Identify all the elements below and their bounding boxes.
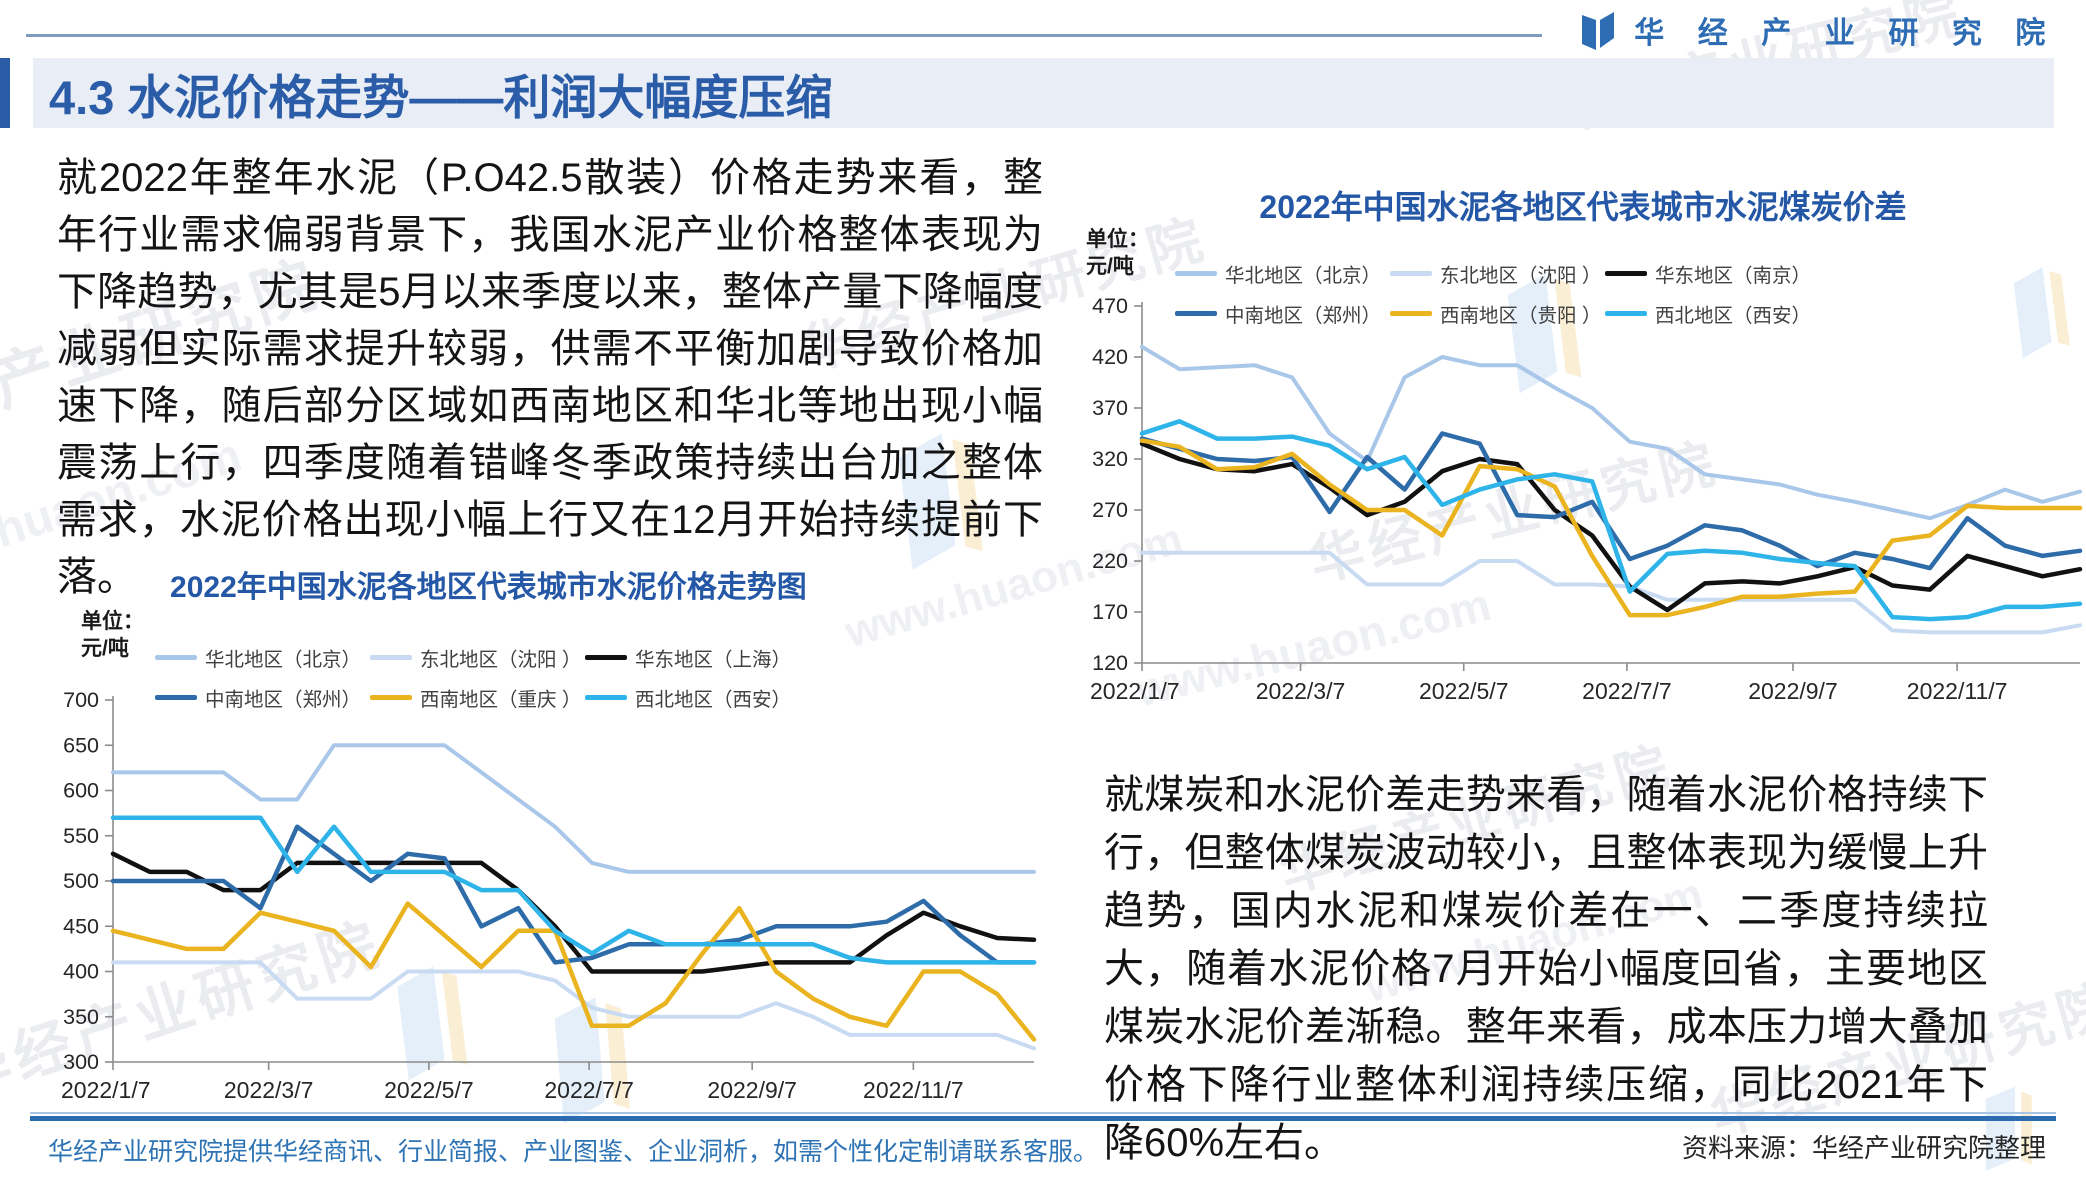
legend-item-north-china: 华北地区（北京） [1175,258,1390,288]
x-tick-label: 2022/1/7 [1090,678,1180,704]
legend-label-central-south: 中南地区（郑州） [205,688,362,711]
legend-item-central-south: 中南地区（郑州） [1175,298,1390,328]
y-tick-label: 600 [63,779,99,803]
legend-swatch-northeast [370,654,412,660]
y-tick-label: 320 [1092,447,1128,471]
cement-price-chart: 2022年中国水泥各地区代表城市水泥价格走势图 单位：元/吨 华北地区（北京） 东… [55,562,1040,1122]
legend-item-northwest: 西北地区（西安） [1605,298,1820,328]
legend-label-northeast: 东北地区（沈阳 ） [420,648,582,671]
legend-label-northeast: 东北地区（沈阳 ） [1440,264,1602,287]
footer-divider-light [30,1112,2056,1114]
legend-swatch-east-china [1605,270,1647,276]
y-tick-label: 450 [63,914,99,938]
legend-item-north-china: 华北地区（北京） [155,642,370,672]
brand-book-icon [1582,12,1615,50]
legend-swatch-southwest [370,694,412,700]
x-tick-label: 2022/11/7 [1907,678,2008,704]
y-tick-label: 420 [1092,345,1128,369]
y-tick-label: 470 [1092,298,1128,318]
chart-title: 2022年中国水泥各地区代表城市水泥价格走势图 [170,571,807,604]
line-central-south [1139,431,2083,571]
legend-swatch-northeast [1390,270,1432,276]
legend-swatch-northwest [1605,310,1647,316]
title-band: 4.3 水泥价格走势——利润大幅度压缩 [33,58,2054,128]
brand-name: 华 经 产 业 研 究 院 [1634,17,2058,50]
legend-item-southwest: 西南地区（重庆 ） [370,682,585,712]
y-tick-label: 700 [63,690,99,712]
x-tick-label: 2022/1/7 [61,1077,151,1103]
legend-swatch-central-south [155,694,197,700]
footer-divider [30,1112,2056,1121]
line-southwest [110,901,1037,1042]
y-tick-label: 370 [1092,396,1128,420]
cement-price-commentary: 就2022年整年水泥（P.O42.5散装）价格走势来看，整年行业需求偏弱背景下，… [57,156,1043,599]
x-tick-label: 2022/11/7 [863,1077,964,1103]
line-northwest [110,815,1037,965]
legend-item-northeast: 东北地区（沈阳 ） [370,642,585,672]
x-tick-label: 2022/9/7 [707,1077,797,1103]
footer-divider-dark [30,1116,2056,1121]
x-tick-label: 2022/3/7 [224,1077,314,1103]
coal-cement-spread-commentary: 就煤炭和水泥价差走势来看，随着水泥价格持续下行，但整体煤炭波动较小，且整体表现为… [1104,773,1988,1165]
legend-label-north-china: 华北地区（北京） [1225,264,1382,287]
x-tick-label: 2022/9/7 [1748,678,1838,704]
y-tick-label: 500 [63,869,99,893]
legend-label-central-south: 中南地区（郑州） [1225,304,1382,327]
y-tick-label: 120 [1092,651,1128,675]
x-tick-label: 2022/3/7 [1256,678,1346,704]
legend-swatch-southwest [1390,310,1432,316]
x-tick-label: 2022/5/7 [384,1077,474,1103]
legend-swatch-north-china [1175,270,1217,276]
axis-unit-label: 单位：元/吨 [81,610,144,660]
legend-item-southwest: 西南地区（贵阳 ） [1390,298,1605,328]
legend-label-east-china: 华东地区（上海） [635,648,792,671]
title-accent-bar [0,58,10,128]
y-tick-label: 400 [63,960,99,984]
y-tick-label: 300 [63,1050,99,1074]
line-northeast [111,960,1036,1051]
line-north-china [1140,344,2082,521]
legend-swatch-east-china [585,654,627,660]
legend-label-northwest: 西北地区（西安） [635,688,792,711]
y-tick-label: 170 [1092,600,1128,624]
legend-label-north-china: 华北地区（北京） [205,648,362,671]
y-tick-label: 220 [1092,549,1128,573]
line-north-china [111,743,1036,874]
legend-label-southwest: 西南地区（贵阳 ） [1440,304,1602,327]
legend-swatch-northwest [585,694,627,700]
legend-item-central-south: 中南地区（郑州） [155,682,370,712]
chart-legend: 华北地区（北京） 东北地区（沈阳 ） 华东地区（南京） 中南地区（郑州） 西南地区（贵阳… [1175,258,1820,328]
legend-label-east-china: 华东地区（南京） [1655,264,1812,287]
y-tick-label: 270 [1092,498,1128,522]
legend-item-northwest: 西北地区（西安） [585,682,800,712]
legend-label-northwest: 西北地区（西安） [1655,304,1812,327]
legend-item-east-china: 华东地区（上海） [585,642,800,672]
coal-cement-spread-chart: 2022年中国水泥各地区代表城市水泥煤炭价差 单位：元/吨 华北地区（北京） 东北… [1080,182,2086,727]
legend-item-east-china: 华东地区（南京） [1605,258,1820,288]
price-chart-plot: 700 650 600 550 500 450 400 350 300 2022/1/7 2022/… [61,690,1037,1103]
line-central-south [110,824,1037,965]
page-title: 4.3 水泥价格走势——利润大幅度压缩 [49,70,833,124]
x-tick-label: 2022/7/7 [544,1077,634,1103]
y-tick-label: 550 [63,824,99,848]
footer-source-text: 资料来源：华经产业研究院整理 [1681,1133,2046,1163]
y-tick-label: 650 [63,733,99,757]
brand-logo: 华 经 产 业 研 究 院 [1578,6,2058,54]
chart-legend: 华北地区（北京） 东北地区（沈阳 ） 华东地区（上海） 中南地区（郑州） 西南地区（重庆… [155,642,800,712]
legend-swatch-north-china [155,654,197,660]
spread-chart-plot: 470 420 370 320 270 220 170 120 2022/1/7 2022/3/7… [1090,298,2083,704]
header-divider [26,34,1542,37]
chart-title: 2022年中国水泥各地区代表城市水泥煤炭价差 [1259,189,1907,225]
legend-item-northeast: 东北地区（沈阳 ） [1390,258,1605,288]
x-tick-label: 2022/5/7 [1419,678,1509,704]
line-southwest [1139,438,2083,618]
axis-unit-label: 单位：元/吨 [1086,228,1149,278]
legend-swatch-central-south [1175,310,1217,316]
line-northwest [1139,419,2083,622]
x-tick-label: 2022/7/7 [1582,678,1672,704]
footer-services-text: 华经产业研究院提供华经商讯、行业简报、产业图鉴、企业洞析，如需个性化定制请联系客… [48,1138,1099,1166]
legend-label-southwest: 西南地区（重庆 ） [420,688,582,711]
line-east-china [110,851,1037,974]
y-tick-label: 350 [63,1005,99,1029]
